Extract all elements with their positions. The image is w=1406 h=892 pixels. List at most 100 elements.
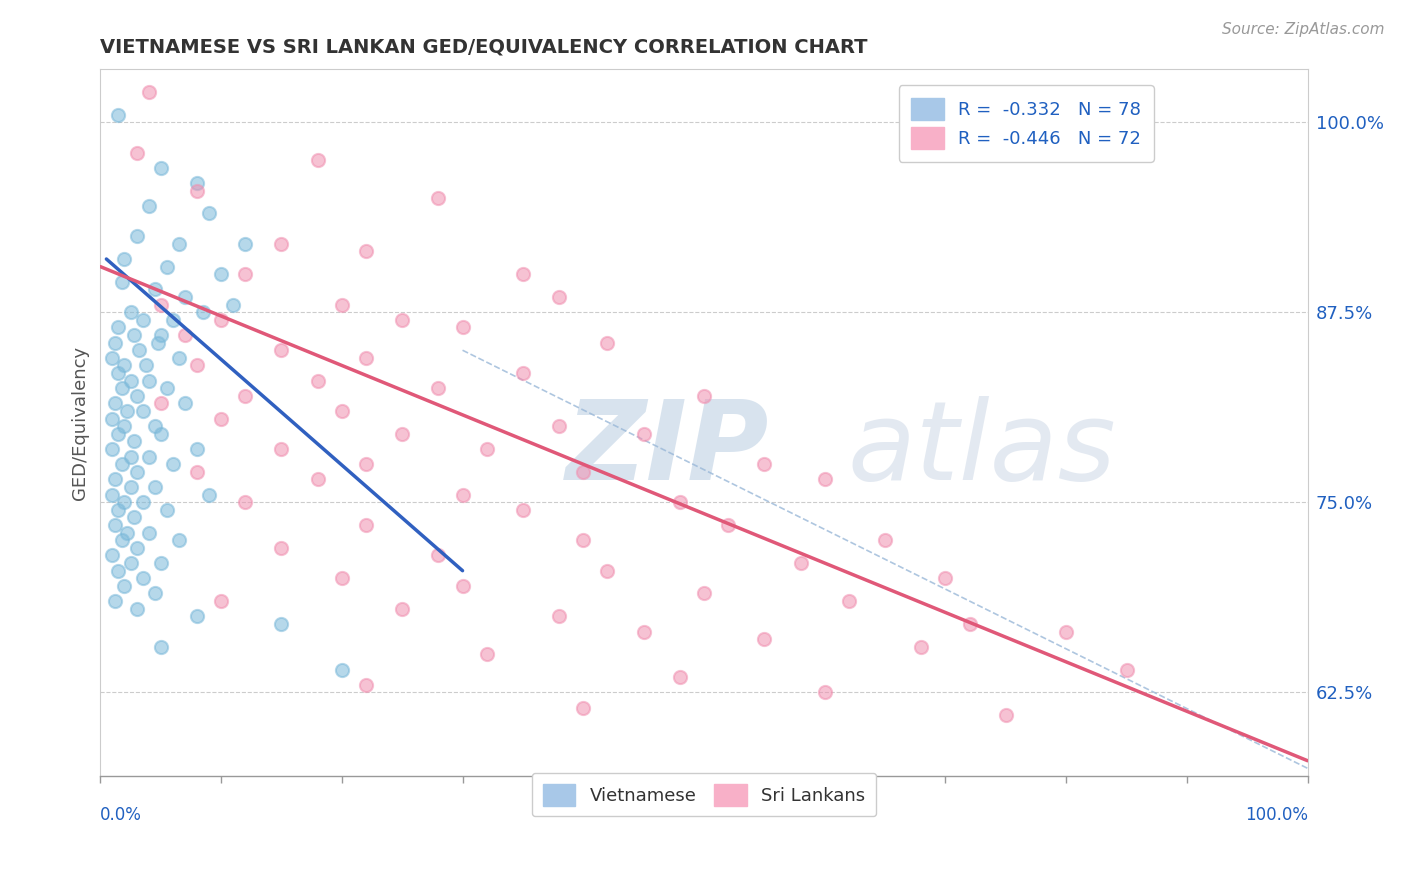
Point (198, 206, 221, 220)
Point (548, 419, 571, 434)
Point (104, 518, 127, 533)
Point (107, 320, 129, 334)
Point (104, 396, 127, 410)
Point (451, 579, 474, 593)
Point (107, 426, 129, 441)
Point (114, 359, 136, 373)
Point (120, 305, 142, 319)
Point (114, 495, 136, 509)
Point (814, 473, 837, 487)
Point (512, 366, 534, 380)
Point (114, 579, 136, 593)
Point (125, 389, 148, 403)
Point (156, 381, 179, 395)
Text: ZIP: ZIP (567, 395, 769, 502)
Point (149, 298, 172, 312)
Point (125, 541, 148, 555)
Point (101, 351, 124, 365)
Point (209, 411, 232, 425)
Point (138, 525, 160, 540)
Point (143, 419, 166, 434)
Point (111, 457, 134, 471)
Point (101, 442, 124, 456)
Point (107, 107, 129, 121)
Point (354, 351, 377, 365)
Point (143, 586, 166, 600)
Point (148, 335, 170, 350)
Point (122, 434, 145, 449)
Point (307, 473, 329, 487)
Point (167, 236, 190, 251)
Point (354, 457, 377, 471)
Point (596, 335, 619, 350)
Point (427, 191, 450, 205)
Point (104, 594, 127, 608)
Point (233, 495, 256, 509)
Legend: Vietnamese, Sri Lankans: Vietnamese, Sri Lankans (531, 772, 876, 816)
Point (1054, 624, 1077, 639)
Point (330, 571, 353, 585)
Point (548, 609, 571, 624)
Point (814, 685, 837, 699)
Point (222, 298, 245, 312)
Point (101, 411, 124, 425)
Point (789, 556, 811, 570)
Text: 0.0%: 0.0% (100, 806, 142, 824)
Point (173, 396, 195, 410)
Point (186, 176, 208, 190)
Point (391, 601, 413, 615)
Point (693, 586, 716, 600)
Point (111, 533, 134, 548)
Point (173, 290, 195, 304)
Point (173, 328, 195, 343)
Point (120, 374, 142, 388)
Point (994, 708, 1017, 723)
Point (120, 556, 142, 570)
Point (572, 700, 595, 714)
Point (120, 480, 142, 494)
Point (354, 244, 377, 259)
Point (475, 648, 498, 662)
Point (156, 503, 179, 517)
Point (475, 442, 498, 456)
Point (1115, 663, 1137, 677)
Point (512, 267, 534, 281)
Point (354, 678, 377, 692)
Point (307, 153, 329, 168)
Point (122, 328, 145, 343)
Point (120, 450, 142, 464)
Point (138, 450, 160, 464)
Point (101, 488, 124, 502)
Point (451, 488, 474, 502)
Point (910, 640, 932, 654)
Point (131, 571, 153, 585)
Point (162, 457, 184, 471)
Point (233, 389, 256, 403)
Point (186, 184, 208, 198)
Point (125, 145, 148, 160)
Point (186, 359, 208, 373)
Point (149, 556, 172, 570)
Point (270, 616, 292, 631)
Point (548, 290, 571, 304)
Point (107, 503, 129, 517)
Point (512, 503, 534, 517)
Point (101, 549, 124, 563)
Point (162, 313, 184, 327)
Point (186, 609, 208, 624)
Point (209, 267, 232, 281)
Point (875, 533, 897, 548)
Text: atlas: atlas (848, 395, 1116, 502)
Point (186, 465, 208, 479)
Point (149, 328, 172, 343)
Point (156, 260, 179, 274)
Point (270, 541, 292, 555)
Point (186, 442, 208, 456)
Text: VIETNAMESE VS SRI LANKAN GED/EQUIVALENCY CORRELATION CHART: VIETNAMESE VS SRI LANKAN GED/EQUIVALENCY… (100, 37, 868, 56)
Point (125, 601, 148, 615)
Point (104, 473, 127, 487)
Point (149, 396, 172, 410)
Point (754, 457, 776, 471)
Point (143, 282, 166, 296)
Point (135, 359, 157, 373)
